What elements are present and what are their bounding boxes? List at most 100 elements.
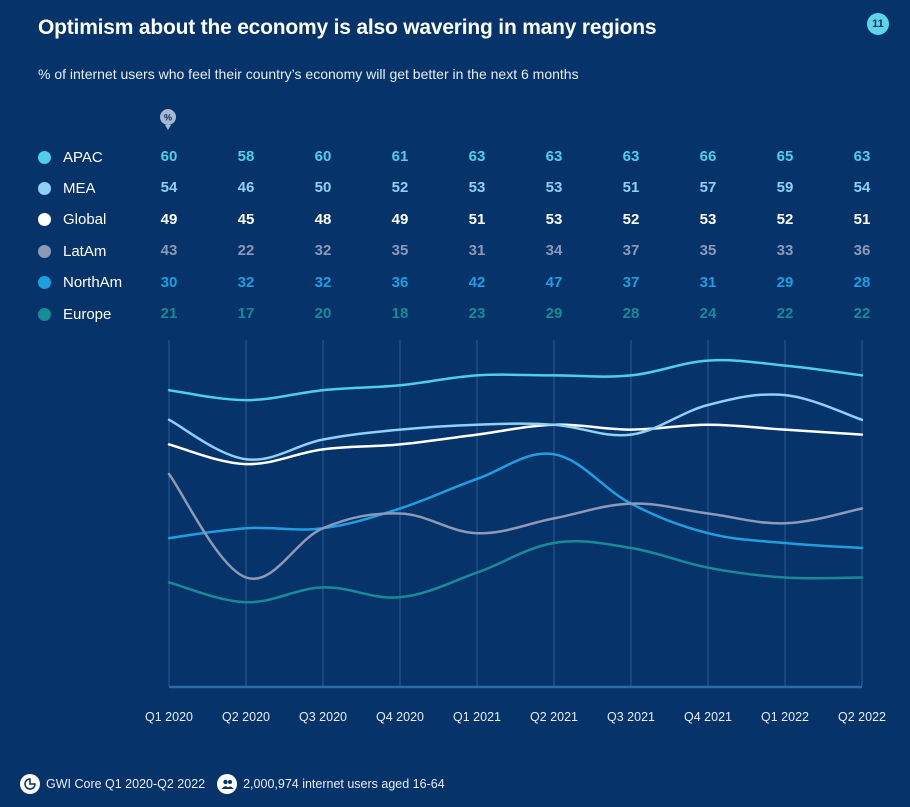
legend-label: APAC [63, 148, 103, 166]
x-tick-q4-2020: Q4 2020 [376, 710, 424, 724]
data-label-global-q3-2020: 48 [314, 210, 332, 228]
data-label-latam-q1-2021: 31 [468, 242, 486, 260]
x-tick-q4-2021: Q4 2021 [684, 710, 732, 724]
data-label-mea-q3-2020: 50 [314, 179, 332, 197]
series-line-apac [167, 358, 864, 402]
source-icon [20, 774, 40, 794]
legend-item-mea: MEA [38, 177, 96, 199]
legend-swatch [38, 307, 51, 321]
data-label-latam-q4-2021: 35 [699, 242, 717, 260]
data-label-mea-q4-2021: 57 [699, 179, 717, 197]
data-label-northam-q3-2021: 37 [622, 273, 640, 291]
data-label-apac-q1-2020: 60 [160, 148, 178, 165]
legend-swatch [38, 150, 51, 164]
data-label-latam-q1-2022: 33 [776, 242, 794, 260]
footer: GWI Core Q1 2020-Q2 2022 2,000,974 inter… [20, 772, 457, 796]
data-label-apac-q3-2020: 60 [314, 148, 332, 165]
x-tick-q2-2022: Q2 2022 [838, 710, 886, 724]
data-label-latam-q4-2020: 35 [391, 242, 409, 260]
data-label-northam-q3-2020: 32 [314, 273, 332, 291]
series-lines [167, 358, 864, 604]
legend-label: Europe [63, 305, 112, 323]
chart-title: Optimism about the economy is also waver… [38, 16, 657, 39]
data-label-apac-q1-2022: 65 [776, 148, 794, 165]
data-label-mea-q1-2021: 53 [468, 179, 486, 197]
data-label-latam-q3-2020: 32 [314, 242, 332, 260]
data-label-europe-q2-2022: 22 [853, 305, 871, 322]
data-label-apac-q1-2021: 63 [468, 148, 486, 165]
data-label-europe-q4-2021: 24 [699, 305, 717, 322]
legend-item-latam: LatAm [38, 240, 106, 262]
data-label-global-q1-2022: 52 [776, 210, 794, 228]
series-line-mea [167, 393, 864, 461]
legend-item-europe: Europe [38, 303, 111, 325]
data-label-northam-q4-2020: 36 [391, 273, 409, 291]
gridlines [168, 340, 863, 686]
legend-label: Global [63, 211, 107, 229]
legend-swatch [38, 276, 51, 290]
legend-label: MEA [63, 179, 96, 197]
data-label-europe-q2-2020: 17 [237, 305, 255, 322]
data-label-northam-q2-2022: 28 [853, 273, 871, 291]
data-label-northam-q1-2020: 30 [160, 273, 178, 291]
data-label-global-q4-2020: 49 [391, 210, 409, 228]
series-line-europe [167, 540, 864, 604]
x-tick-q3-2021: Q3 2021 [607, 710, 655, 724]
data-label-europe-q1-2020: 21 [160, 305, 178, 322]
data-label-mea-q3-2021: 51 [622, 179, 640, 197]
data-label-northam-q2-2021: 47 [545, 273, 563, 291]
legend-item-global: Global [38, 209, 106, 231]
data-label-europe-q3-2021: 28 [622, 305, 640, 322]
data-label-apac-q2-2022: 63 [853, 148, 871, 165]
data-label-northam-q2-2020: 32 [237, 273, 255, 291]
data-label-apac-q4-2020: 61 [391, 148, 409, 165]
legend-item-northam: NorthAm [38, 272, 122, 294]
data-label-mea-q2-2020: 46 [237, 179, 255, 197]
page-number-badge: 11 [867, 13, 889, 35]
data-label-europe-q4-2020: 18 [391, 305, 409, 322]
x-tick-q2-2021: Q2 2021 [530, 710, 578, 724]
legend-label: LatAm [63, 242, 107, 260]
legend-label: NorthAm [63, 274, 123, 292]
legend-swatch [38, 244, 51, 258]
data-label-global-q4-2021: 53 [699, 210, 717, 228]
data-label-europe-q1-2021: 23 [468, 305, 486, 322]
legend-swatch [38, 181, 51, 195]
x-tick-q2-2020: Q2 2020 [222, 710, 270, 724]
data-label-global-q2-2020: 45 [237, 210, 255, 228]
data-label-europe-q3-2020: 20 [314, 305, 332, 322]
data-label-europe-q2-2021: 29 [545, 305, 563, 322]
x-tick-q1-2022: Q1 2022 [761, 710, 809, 724]
data-label-mea-q2-2021: 53 [545, 179, 563, 197]
series-line-northam [167, 452, 864, 550]
data-label-northam-q1-2022: 29 [776, 273, 794, 291]
data-label-apac-q2-2021: 63 [545, 148, 563, 165]
percent-marker-label: % [164, 113, 172, 123]
data-label-global-q1-2020: 49 [160, 210, 178, 228]
legend-item-apac: APAC [38, 146, 103, 168]
x-tick-q1-2021: Q1 2021 [453, 710, 501, 724]
data-label-global-q3-2021: 52 [622, 210, 640, 228]
x-tick-q1-2020: Q1 2020 [145, 710, 193, 724]
data-label-mea-q4-2020: 52 [391, 179, 409, 197]
chart-subtitle: % of internet users who feel their count… [38, 66, 579, 82]
data-label-apac-q2-2020: 58 [237, 148, 255, 165]
data-label-latam-q2-2022: 36 [853, 242, 871, 260]
data-label-global-q1-2021: 51 [468, 210, 486, 228]
percent-marker-icon: % [160, 109, 176, 130]
data-label-global-q2-2021: 53 [545, 210, 563, 228]
x-tick-q3-2020: Q3 2020 [299, 710, 347, 724]
data-label-apac-q3-2021: 63 [622, 148, 640, 165]
data-label-latam-q3-2021: 37 [622, 242, 640, 260]
data-label-apac-q4-2021: 66 [699, 148, 717, 165]
data-label-europe-q1-2022: 22 [776, 305, 794, 322]
sample-text: 2,000,974 internet users aged 16-64 [243, 777, 445, 791]
series-line-global [167, 423, 864, 466]
data-label-latam-q2-2020: 22 [237, 242, 255, 260]
source-text: GWI Core Q1 2020-Q2 2022 [46, 777, 206, 791]
legend-swatch [38, 213, 51, 227]
series-line-latam [167, 472, 864, 581]
data-label-global-q2-2022: 51 [853, 210, 871, 228]
data-label-northam-q4-2021: 31 [699, 273, 717, 291]
